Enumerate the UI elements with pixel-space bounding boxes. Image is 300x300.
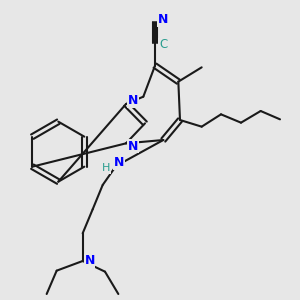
Text: H: H — [102, 163, 110, 173]
Text: N: N — [114, 157, 124, 169]
Text: N: N — [158, 13, 168, 26]
Text: N: N — [128, 140, 138, 153]
Text: N: N — [128, 94, 138, 107]
Text: N: N — [85, 254, 95, 268]
Text: C: C — [159, 38, 167, 51]
